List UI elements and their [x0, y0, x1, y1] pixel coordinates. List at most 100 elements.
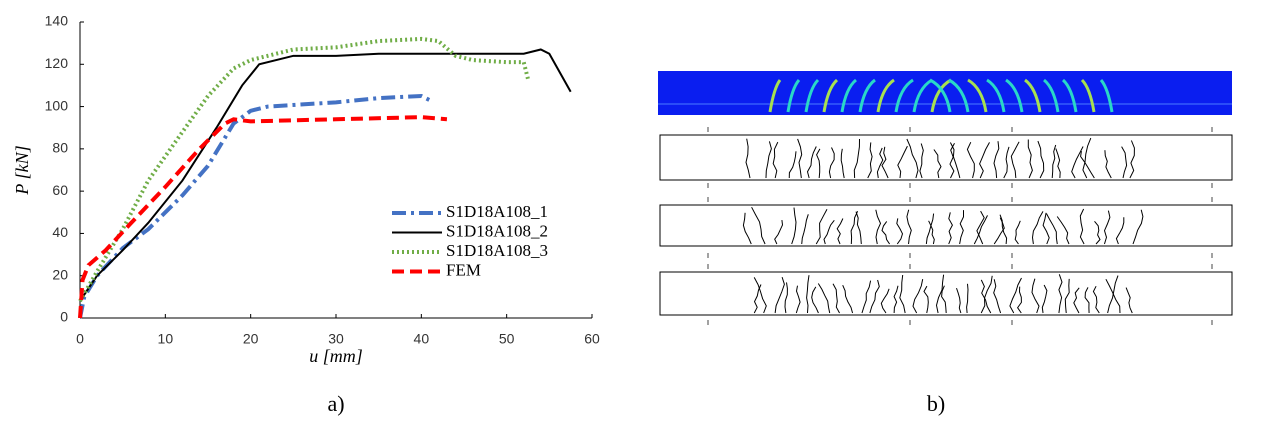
crack — [862, 281, 871, 313]
y-tick-label: 40 — [52, 224, 68, 240]
crack — [837, 219, 843, 245]
crack — [1057, 217, 1069, 245]
crack — [907, 139, 918, 178]
crack — [851, 211, 858, 244]
crack — [994, 218, 1004, 244]
y-tick-label: 20 — [52, 266, 68, 282]
legend-label: S1D18A108_3 — [446, 241, 548, 260]
x-tick-label: 10 — [158, 331, 174, 347]
crack — [775, 277, 784, 313]
crack — [818, 284, 829, 314]
crack — [817, 149, 820, 178]
crack — [937, 275, 944, 313]
beam-outline — [660, 135, 1232, 180]
crack — [746, 139, 750, 178]
crack — [1093, 286, 1099, 313]
crack — [802, 214, 809, 244]
crack — [1011, 142, 1019, 178]
crack — [920, 144, 923, 179]
crack — [907, 210, 911, 244]
crack — [882, 147, 888, 178]
crack — [843, 285, 853, 313]
crack — [856, 212, 861, 244]
crack — [1095, 221, 1101, 244]
crack — [808, 147, 817, 179]
crack — [1004, 147, 1009, 178]
crack — [1015, 221, 1020, 244]
crack — [773, 142, 778, 178]
crack — [868, 142, 872, 178]
crack — [913, 279, 923, 313]
x-tick-label: 20 — [243, 331, 259, 347]
crack — [1126, 288, 1132, 313]
crack — [1059, 274, 1062, 313]
panel-label: b) — [927, 391, 945, 416]
crack — [1133, 210, 1143, 244]
crack — [994, 141, 999, 178]
crack — [967, 142, 974, 178]
crack — [812, 287, 819, 313]
legend-label: FEM — [446, 260, 481, 279]
series-line — [80, 117, 447, 318]
y-tick-label: 0 — [60, 309, 68, 325]
x-axis-label: u [mm] — [309, 346, 363, 366]
crack — [1105, 150, 1111, 178]
crack — [870, 280, 879, 313]
crack — [833, 284, 840, 313]
x-tick-label: 30 — [328, 331, 344, 347]
crack — [752, 207, 765, 244]
crack — [1056, 149, 1060, 179]
crack — [942, 286, 947, 313]
crack — [934, 150, 941, 179]
crack — [977, 211, 984, 244]
crack — [1122, 147, 1127, 178]
crack-patterns — [658, 71, 1232, 325]
crack — [980, 142, 990, 178]
crack — [1042, 285, 1047, 313]
crack — [898, 146, 908, 178]
crack — [807, 275, 809, 313]
crack — [841, 149, 844, 178]
crack — [967, 284, 968, 313]
crack — [743, 213, 751, 244]
legend-label: S1D18A108_1 — [446, 202, 548, 221]
crack — [854, 139, 859, 178]
crack — [994, 279, 1001, 313]
crack — [785, 282, 787, 313]
crack — [1081, 151, 1095, 178]
figure: u [mm] P [kN] a) b) 01020304050600204060… — [0, 0, 1261, 426]
crack — [1074, 288, 1079, 313]
x-tick-label: 60 — [584, 331, 600, 347]
crack — [798, 139, 802, 178]
crack — [1038, 141, 1044, 178]
panel-label: a) — [327, 391, 344, 416]
crack — [900, 275, 905, 313]
legend-label: S1D18A108_2 — [446, 221, 548, 240]
crack — [775, 220, 783, 244]
crack — [816, 209, 827, 244]
crack — [957, 288, 961, 313]
crack — [924, 286, 928, 313]
y-tick-label: 120 — [45, 55, 69, 71]
crack — [1028, 140, 1032, 179]
crack — [1108, 276, 1118, 313]
y-tick-label: 140 — [45, 13, 69, 29]
crack — [960, 210, 964, 244]
crack — [1052, 145, 1055, 178]
x-tick-label: 50 — [499, 331, 515, 347]
y-tick-label: 60 — [52, 182, 68, 198]
crack — [1033, 211, 1044, 244]
x-tick-label: 40 — [414, 331, 430, 347]
crack — [754, 277, 766, 313]
crack — [789, 151, 796, 178]
crack — [1032, 279, 1039, 313]
crack — [1010, 278, 1022, 313]
series-line — [80, 96, 430, 318]
crack — [1130, 141, 1134, 179]
crack — [1083, 138, 1091, 178]
y-tick-label: 80 — [52, 140, 68, 156]
crack — [881, 289, 889, 313]
crack — [877, 148, 882, 178]
crack — [897, 218, 903, 244]
crack — [1085, 287, 1089, 313]
